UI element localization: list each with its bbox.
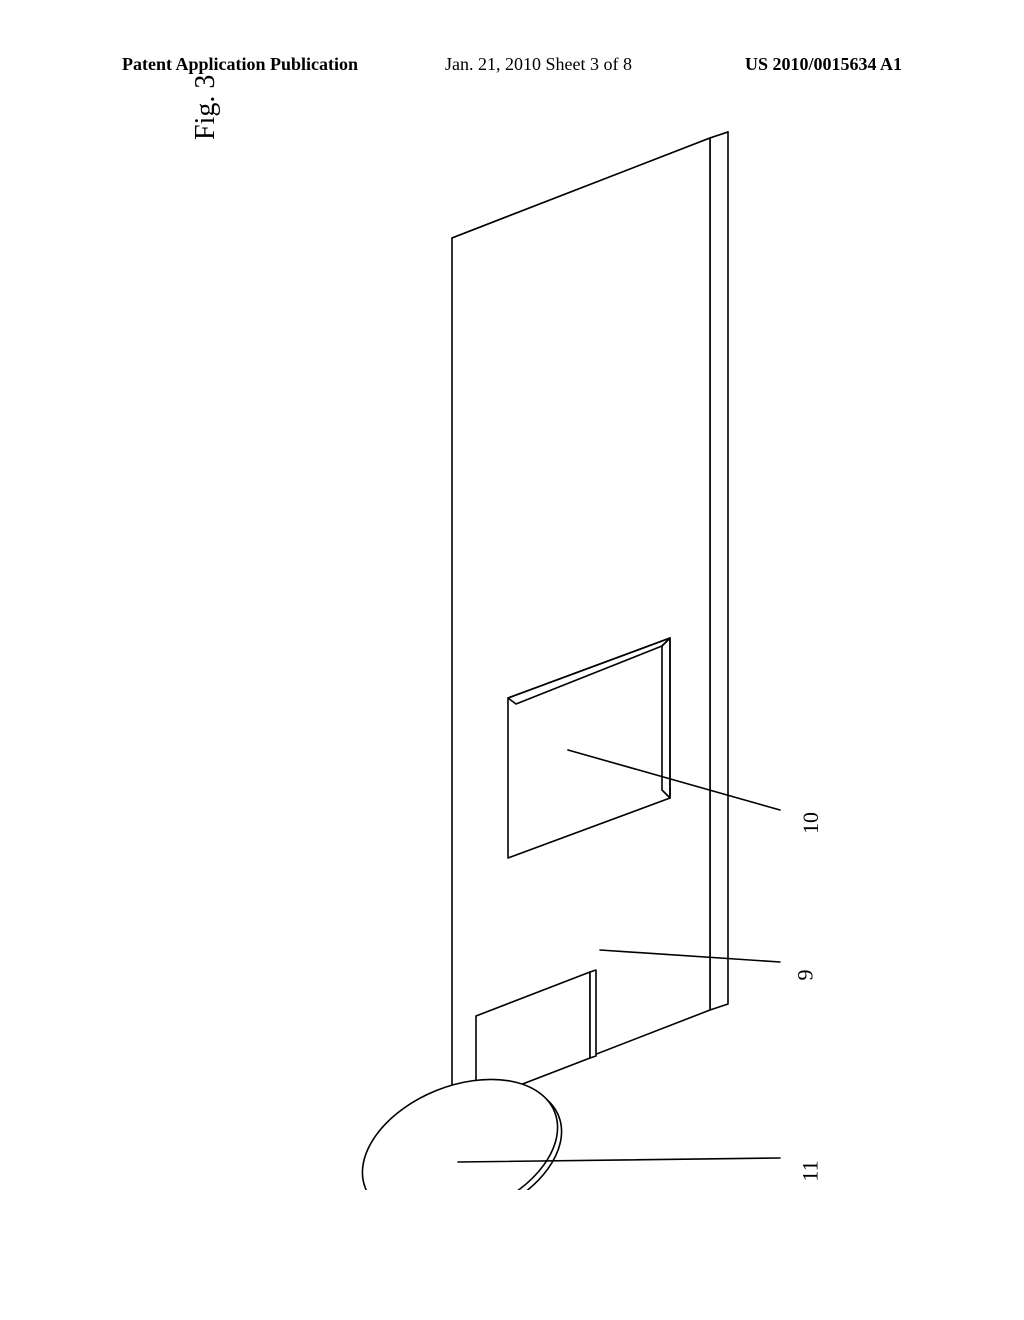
figure-label: Fig. 3 [190,75,222,140]
ref-label-11: 11 [798,1160,824,1181]
header-center: Jan. 21, 2010 Sheet 3 of 8 [445,54,632,75]
page-header: Patent Application Publication Jan. 21, … [0,54,1024,84]
ref-label-9: 9 [793,970,819,981]
patent-figure: 9 10 11 [300,130,860,1190]
ref-label-10: 10 [798,812,824,834]
header-left: Patent Application Publication [122,54,358,75]
header-right: US 2010/0015634 A1 [745,54,902,75]
